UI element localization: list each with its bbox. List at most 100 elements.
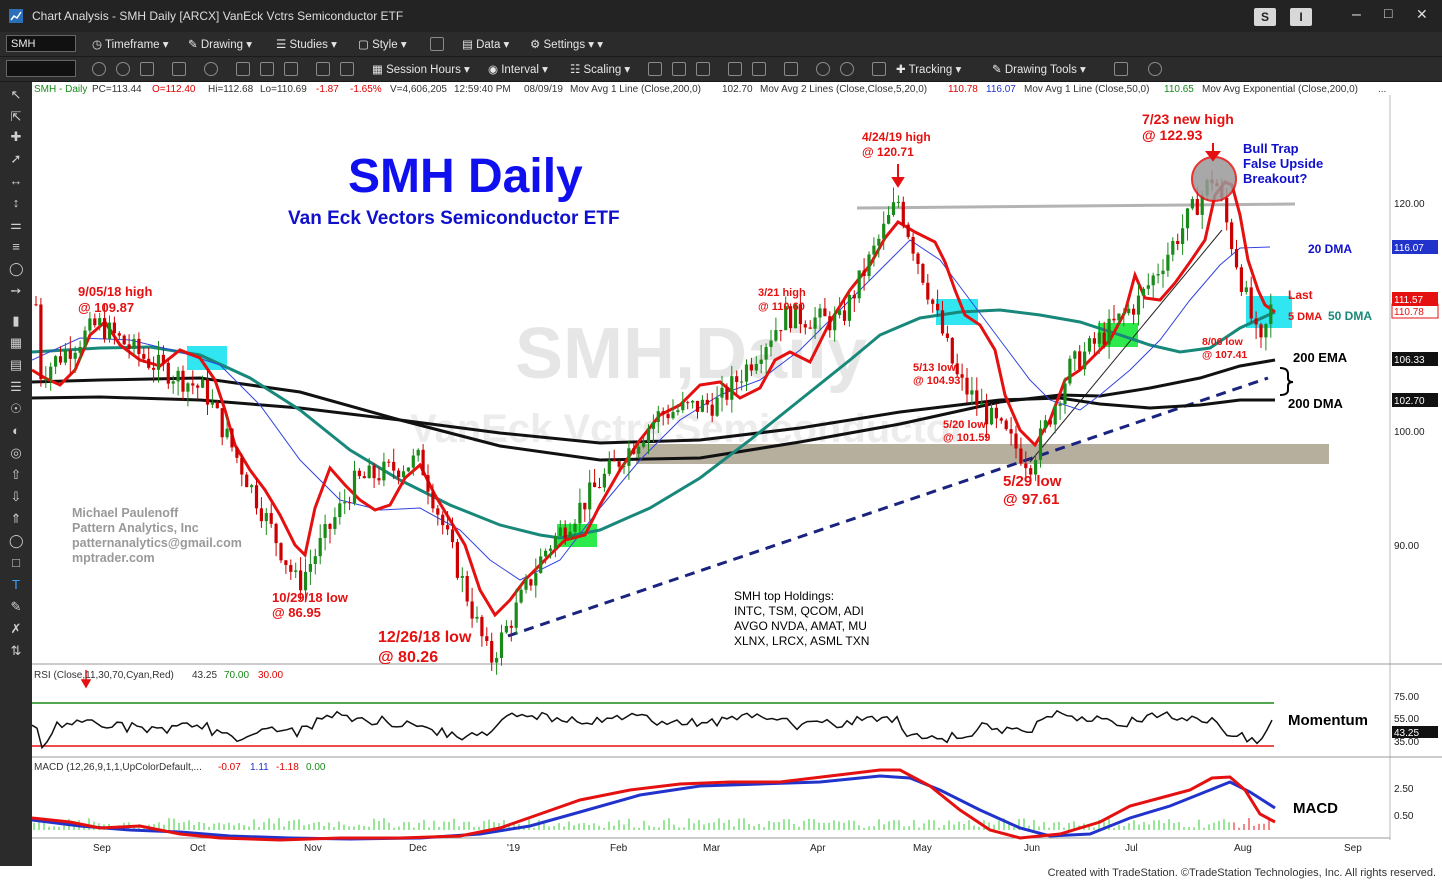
- hlc-icon[interactable]: [728, 62, 742, 76]
- rectangle-icon[interactable]: □: [12, 555, 20, 570]
- settings-menu[interactable]: ⚙ Settings ▾ ▾: [530, 39, 604, 51]
- session-hours-menu[interactable]: ▦ Session Hours ▾: [372, 64, 470, 76]
- minus-icon[interactable]: [784, 62, 798, 76]
- candle-body: [862, 270, 866, 277]
- zoom-in-icon[interactable]: [816, 62, 830, 76]
- studies-menu[interactable]: ☰ Studies ▾: [276, 39, 337, 51]
- timeframe-menu[interactable]: ◷ Timeframe ▾: [92, 39, 169, 51]
- close-icon[interactable]: ✕: [1416, 6, 1428, 22]
- candle-body: [137, 338, 141, 355]
- s-button[interactable]: S: [1254, 8, 1276, 26]
- candle-body: [1092, 338, 1096, 344]
- arrow-up-outline-icon[interactable]: ⇑: [10, 511, 22, 526]
- print-icon[interactable]: [236, 62, 250, 76]
- ellipse-icon[interactable]: ◯: [9, 533, 24, 548]
- status-ma1: Mov Avg 1 Line (Close,200,0): [570, 84, 701, 95]
- matrix-icon[interactable]: [872, 62, 886, 76]
- grid-icon[interactable]: [316, 62, 330, 76]
- cycle-icon[interactable]: ◎: [10, 445, 22, 460]
- zoom-circle-icon[interactable]: [92, 62, 106, 76]
- chart-area[interactable]: SMH - Daily PC=113.44 O=112.40 Hi=112.68…: [31, 82, 1442, 870]
- candle-body: [269, 513, 273, 524]
- trendline-icon[interactable]: ➚: [10, 151, 22, 166]
- rsi-line: [31, 709, 1273, 750]
- symbol-input[interactable]: SMH: [6, 35, 76, 52]
- candle-body: [446, 525, 450, 530]
- horizontal-line-icon[interactable]: ↔: [9, 173, 23, 188]
- vertical-line-icon[interactable]: ↕: [12, 195, 20, 210]
- pointer-icon[interactable]: ↖: [10, 87, 22, 102]
- candle-body: [455, 542, 459, 578]
- candle-body: [803, 324, 807, 328]
- interval-menu[interactable]: ◉ Interval ▾: [488, 64, 548, 76]
- channel-icon[interactable]: ⚌: [10, 217, 22, 232]
- candle-body: [1038, 428, 1043, 460]
- edit-icon[interactable]: [1114, 62, 1128, 76]
- tracking-menu[interactable]: ✚ Tracking ▾: [896, 64, 962, 76]
- scaling-menu[interactable]: ☷ Scaling ▾: [570, 64, 631, 76]
- candle-body: [1166, 254, 1170, 271]
- link-icon[interactable]: [204, 62, 218, 76]
- select-icon[interactable]: ⇱: [10, 109, 22, 124]
- window-title: Chart Analysis - SMH Daily [ARCX] VanEck…: [32, 9, 404, 23]
- style-menu[interactable]: ▢ Style ▾: [358, 39, 407, 51]
- refresh-icon[interactable]: [116, 62, 130, 76]
- fibonacci-icon[interactable]: ≡: [12, 239, 20, 254]
- price-chart[interactable]: SMH - Daily PC=113.44 O=112.40 Hi=112.68…: [31, 82, 1442, 870]
- grid-tool-icon[interactable]: ▦: [9, 335, 23, 350]
- zoom-tool-icon[interactable]: ⇅: [10, 643, 22, 658]
- status-open: O=112.40: [152, 84, 196, 95]
- gann-icon[interactable]: ◯: [9, 261, 24, 276]
- label-h0723a: 7/23 new high: [1142, 111, 1234, 127]
- i-button[interactable]: I: [1290, 8, 1312, 26]
- candle-body: [181, 370, 185, 392]
- candle-body: [1024, 463, 1028, 469]
- ohlc-icon[interactable]: [696, 62, 710, 76]
- status-date: 08/09/19: [524, 84, 563, 95]
- drawing-tools-menu[interactable]: ✎ Drawing Tools ▾: [992, 64, 1086, 76]
- interval-input[interactable]: [6, 60, 76, 77]
- arrow-down-icon: [1205, 143, 1221, 162]
- arrow-down-icon[interactable]: ⇩: [10, 489, 22, 504]
- list-tool-icon[interactable]: ☰: [10, 379, 22, 394]
- candle-body: [936, 303, 940, 311]
- eraser-icon[interactable]: ✗: [10, 621, 22, 636]
- layout-icon[interactable]: [430, 37, 444, 51]
- zoom-out-icon[interactable]: [840, 62, 854, 76]
- candle-body: [1004, 420, 1008, 430]
- candle-fill-icon[interactable]: [672, 62, 686, 76]
- table-tool-icon[interactable]: ▤: [9, 357, 23, 372]
- drawing-menu[interactable]: ✎ Drawing ▾: [188, 39, 252, 51]
- macd-line: [31, 768, 1276, 842]
- candle-icon[interactable]: [648, 62, 662, 76]
- pencil-icon[interactable]: ✎: [10, 599, 22, 614]
- candle-body: [499, 632, 504, 658]
- chat-icon[interactable]: [1148, 62, 1162, 76]
- speed-icon[interactable]: ◐: [12, 423, 20, 438]
- bars-icon[interactable]: [172, 62, 186, 76]
- arrow-up-icon[interactable]: ⇧: [10, 467, 22, 482]
- candle-body: [240, 457, 244, 475]
- window-icon[interactable]: [140, 62, 154, 76]
- spiral-icon[interactable]: ☉: [10, 401, 22, 416]
- candle-body: [323, 523, 327, 538]
- bars-tool-icon[interactable]: ▮: [12, 313, 20, 328]
- badge-last: 111.57: [1394, 295, 1424, 306]
- candle-body: [1043, 420, 1047, 429]
- candle-body: [529, 579, 533, 586]
- save-icon[interactable]: [260, 62, 274, 76]
- label-h0321a: 3/21 high: [758, 287, 806, 299]
- minimize-icon[interactable]: –: [1352, 6, 1361, 23]
- ray-icon[interactable]: ➙: [10, 283, 22, 298]
- cursor-icon[interactable]: [340, 62, 354, 76]
- label-200dma: 200 DMA: [1288, 396, 1344, 411]
- candle-body: [441, 514, 445, 526]
- text-tool-icon[interactable]: T: [12, 577, 20, 592]
- data-menu[interactable]: ▤ Data ▾: [462, 39, 510, 51]
- find-icon[interactable]: [284, 62, 298, 76]
- crosshair-icon[interactable]: ✚: [10, 129, 22, 144]
- maximize-icon[interactable]: □: [1384, 5, 1393, 21]
- candle-body: [34, 304, 38, 306]
- bar-chart-icon[interactable]: [752, 62, 766, 76]
- candle-body: [73, 352, 77, 359]
